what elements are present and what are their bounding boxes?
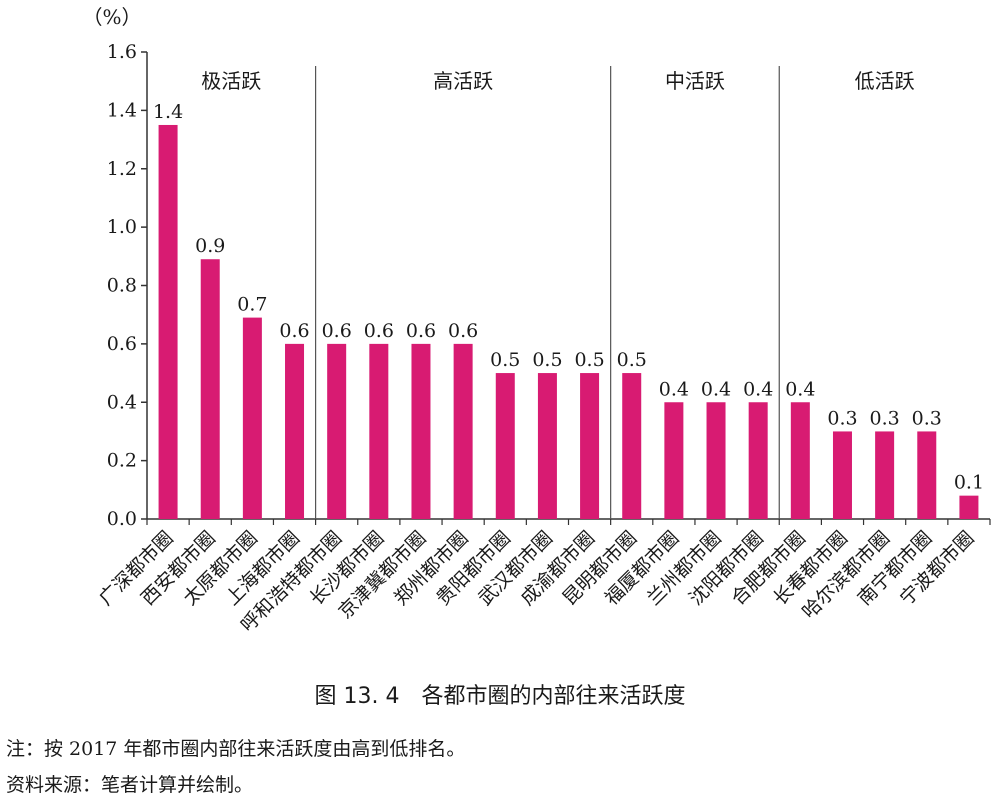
data-label: 0.9 bbox=[195, 235, 225, 257]
bar bbox=[285, 343, 305, 519]
group-label: 高活跃 bbox=[433, 69, 493, 93]
data-label: 0.6 bbox=[322, 320, 352, 342]
data-label: 0.5 bbox=[574, 349, 604, 371]
bar bbox=[495, 373, 515, 519]
bar bbox=[832, 431, 852, 519]
y-tick-label: 1.4 bbox=[107, 99, 137, 121]
source-text: 资料来源：笔者计算并绘制。 bbox=[6, 774, 254, 796]
bar bbox=[664, 402, 684, 519]
data-label: 0.3 bbox=[827, 407, 857, 429]
bar bbox=[580, 373, 600, 519]
data-label: 0.6 bbox=[406, 320, 436, 342]
data-label: 0.4 bbox=[701, 378, 731, 400]
bar bbox=[537, 373, 557, 519]
bar bbox=[790, 402, 810, 519]
bar bbox=[622, 373, 642, 519]
bar bbox=[959, 495, 979, 519]
data-label: 0.1 bbox=[954, 472, 984, 494]
figure-caption: 图 13. 4 各都市圈的内部往来活跃度 bbox=[314, 684, 686, 709]
bar bbox=[917, 431, 937, 519]
data-label: 0.6 bbox=[448, 320, 478, 342]
bar bbox=[242, 317, 262, 519]
y-tick-label: 0.6 bbox=[107, 333, 137, 355]
y-tick-label: 1.2 bbox=[107, 158, 137, 180]
data-label: 0.7 bbox=[237, 294, 267, 316]
group-label: 低活跃 bbox=[855, 69, 915, 93]
data-label: 0.4 bbox=[785, 378, 815, 400]
y-tick-label: 0.2 bbox=[107, 450, 137, 472]
group-label: 中活跃 bbox=[665, 69, 725, 93]
y-unit-label: （%） bbox=[82, 5, 141, 29]
data-label: 0.6 bbox=[364, 320, 394, 342]
y-tick-label: 0.0 bbox=[107, 508, 137, 530]
data-label: 0.5 bbox=[617, 349, 647, 371]
data-label: 0.3 bbox=[912, 407, 942, 429]
data-label: 0.5 bbox=[532, 349, 562, 371]
bar bbox=[875, 431, 895, 519]
bar bbox=[411, 343, 431, 519]
data-label: 1.4 bbox=[153, 101, 183, 123]
bar-chart: （%） 0.0 0.2 0.4 0.6 0.8 1.0 1.2 1.4 1.6 极活跃 高活跃 中活跃 低… bbox=[82, 5, 991, 637]
bar bbox=[706, 402, 726, 519]
bar bbox=[453, 343, 473, 519]
y-tick-label: 0.4 bbox=[107, 391, 137, 413]
bar bbox=[748, 402, 768, 519]
y-tick-label: 1.0 bbox=[107, 216, 137, 238]
bar bbox=[369, 343, 389, 519]
note-text: 注：按 2017 年都市圈内部往来活跃度由高到低排名。 bbox=[6, 738, 466, 760]
data-label: 0.6 bbox=[279, 320, 309, 342]
y-tick-label: 0.8 bbox=[107, 275, 137, 297]
data-label: 0.4 bbox=[743, 378, 773, 400]
y-tick-label: 1.6 bbox=[107, 41, 137, 63]
data-label: 0.3 bbox=[870, 407, 900, 429]
bar bbox=[327, 343, 347, 519]
group-label: 极活跃 bbox=[201, 69, 261, 93]
bar bbox=[158, 124, 178, 519]
bar bbox=[200, 259, 220, 519]
data-label: 0.5 bbox=[490, 349, 520, 371]
data-label: 0.4 bbox=[659, 378, 689, 400]
